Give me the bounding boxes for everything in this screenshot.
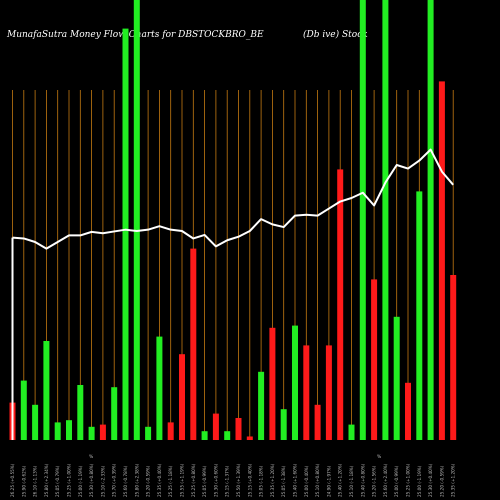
- x-tick-label: 25.80 (+2.34%): [44, 463, 49, 497]
- bar: [393, 316, 400, 440]
- bar: [145, 426, 152, 440]
- bar: [303, 345, 310, 440]
- x-tick-label: 24.90 (-1.97%): [326, 465, 331, 497]
- x-tick-label: 25.05 (-1.38%): [281, 465, 286, 497]
- bar: [224, 431, 231, 440]
- x-tick-label: 25.00 (-1.19%): [78, 465, 83, 497]
- bar: [314, 404, 321, 440]
- x-tick-label: 26.25 (+0.55%): [10, 463, 15, 497]
- x-tick-label: 25.20 (-1.56%): [372, 465, 377, 497]
- bar: [156, 336, 163, 440]
- x-tick-label: 25.05 (-0.79%): [55, 465, 60, 497]
- bar: [99, 424, 106, 440]
- bar: [405, 382, 411, 440]
- bar: [167, 422, 174, 440]
- x-tick-label: 25.05 (-0.99%): [202, 465, 207, 497]
- bar: [438, 81, 445, 441]
- bar: [54, 422, 61, 440]
- x-tick-label: 25.70 (+0.39%): [112, 463, 117, 497]
- bar: [450, 275, 457, 440]
- x-tick-label: 25.10 (+0.80%): [315, 463, 320, 497]
- bar: [133, 0, 140, 440]
- bar: [111, 387, 118, 440]
- bar: [359, 0, 366, 440]
- x-tick-label: 26.10 (-1.13%): [33, 465, 38, 497]
- percent-marker-right: %: [377, 454, 382, 460]
- bar: [122, 28, 129, 440]
- bar: [348, 424, 355, 440]
- bar: [371, 279, 378, 440]
- x-tick-label: 25.15 (-1.37%): [225, 465, 230, 497]
- bar: [292, 325, 298, 440]
- x-tick-label: 25.15 (+0.40%): [247, 463, 252, 497]
- x-tick-label: 25.25 (+1.00%): [406, 463, 411, 497]
- x-tick-label: 25.20 (-0.59%): [439, 465, 444, 497]
- bar: [427, 0, 434, 440]
- bar: [235, 418, 242, 440]
- x-tick-label: 25.05 (-1.18%): [259, 465, 264, 497]
- bar: [43, 341, 50, 440]
- x-tick-label: 25.10 (-2.33%): [100, 465, 105, 497]
- x-tick-label: 25.00 (-1.19%): [417, 465, 422, 497]
- bar: [66, 420, 72, 440]
- x-tick-label: 25.40 (+1.60%): [293, 463, 298, 497]
- x-tick-label: 25.20 (-0.59%): [146, 465, 151, 497]
- x-tick-label: 25.30 (+0.40%): [428, 463, 433, 497]
- bar: [201, 431, 208, 440]
- x-tick-label: 25.55 (+1.19%): [180, 463, 185, 497]
- bar: [20, 380, 27, 440]
- x-tick-label: 25.40 (+1.20%): [338, 463, 343, 497]
- x-tick-label: 25.00 (-0.40%): [304, 465, 309, 497]
- x-axis-labels: 26.25 (+0.55%) 25.90 (-0.62%) 26.10 (-1.13…: [10, 463, 456, 497]
- percent-marker-left: %: [89, 454, 94, 460]
- bar: [337, 169, 344, 440]
- bar: [32, 404, 39, 440]
- x-tick-label: 25.25 (+0.80%): [191, 463, 196, 497]
- x-tick-label: 25.35 (+0.40%): [157, 463, 162, 497]
- x-tick-label: 25.25 (-1.18%): [168, 465, 173, 497]
- bar: [269, 327, 276, 440]
- bar: [246, 436, 253, 440]
- x-tick-label: 25.00 (-0.99%): [394, 465, 399, 497]
- bar: [416, 191, 423, 440]
- bar: [258, 371, 265, 440]
- bar: [325, 345, 332, 440]
- money-flow-line: [12, 148, 454, 250]
- x-tick-label: 25.90 (-0.62%): [21, 465, 26, 497]
- bar: [179, 354, 185, 440]
- bar: [190, 248, 197, 440]
- bar: [212, 413, 219, 440]
- x-tick-label: 25.60 (+2.40%): [383, 463, 388, 497]
- x-tick-label: 25.30 (+0.80%): [89, 463, 94, 497]
- x-tick-label: 25.50 (+1.39%): [236, 463, 241, 497]
- bar: [280, 409, 287, 440]
- x-tick-label: 25.60 (-0.78%): [123, 465, 128, 497]
- x-tick-label: 25.80 (+2.38%): [134, 463, 139, 497]
- x-tick-label: 25.35 (+1.20%): [451, 463, 456, 497]
- x-tick-label: 25.30 (+0.60%): [213, 463, 218, 497]
- money-flow-line-group: [11, 148, 454, 440]
- bar: [77, 385, 84, 440]
- bar: [88, 426, 95, 440]
- bars-group: [9, 0, 457, 441]
- x-tick-label: 25.10 (-1.18%): [349, 465, 354, 497]
- x-tick-label: 25.25 (+1.00%): [67, 463, 72, 497]
- x-tick-label: 25.40 (+0.80%): [360, 463, 365, 497]
- chart-title-right: (Db ive) Stock: [303, 29, 368, 40]
- bar: [382, 0, 389, 440]
- x-tick-label: 25.35 (+1.20%): [270, 463, 275, 497]
